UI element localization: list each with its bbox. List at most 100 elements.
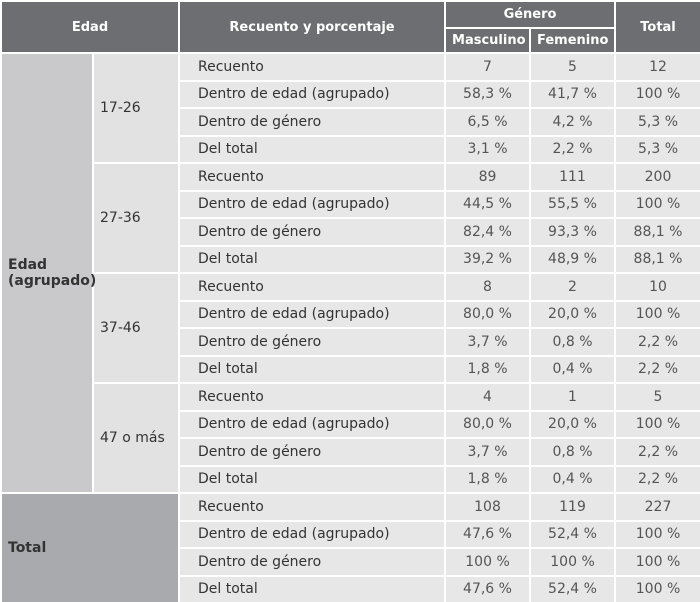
value-cell: 5,3 %: [614, 134, 700, 164]
value-cell: 0,8 %: [529, 437, 617, 467]
row-label: Dentro de edad (agrupado): [178, 189, 447, 219]
value-cell: 100 %: [614, 409, 700, 439]
value-cell: 200: [614, 162, 700, 192]
value-cell: 41,7 %: [529, 79, 617, 109]
value-cell: 58,3 %: [444, 79, 532, 109]
value-cell: 111: [529, 162, 617, 192]
header-cell: Total: [614, 0, 700, 54]
table-row: Dentro de edad (agrupado) 80,0 % 20,0 % 100…: [1, 299, 700, 329]
table-row: 37-46 Recuento 8 2 10: [1, 272, 700, 384]
value-cell: 1,8 %: [444, 354, 532, 384]
table-row: Dentro de edad (agrupado) 58,3 % 41,7 % 100…: [1, 79, 700, 109]
value-cell: 80,0 %: [444, 409, 532, 439]
row-label: Recuento: [178, 382, 447, 412]
table-row: Dentro de edad (agrupado) 47,6 % 52,4 % 100…: [1, 519, 700, 549]
table-row: Dentro de género 6,5 % 4,2 % 5,3 %: [1, 107, 700, 137]
table-row: Del total 47,6 % 52,4 % 100 %: [1, 574, 700, 602]
value-cell: 100 %: [614, 189, 700, 219]
value-cell: 100 %: [614, 574, 700, 602]
table-row: Edad (agrupado) 17-26 Recuento 7 5 12: [0, 52, 700, 494]
table-body: Edad (agrupado) 17-26 Recuento 7 5 12 Dentro d…: [0, 52, 700, 602]
header-cell: Masculino: [444, 27, 532, 54]
value-cell: 5: [614, 382, 700, 412]
value-cell: 88,1 %: [614, 217, 700, 247]
table-row: Dentro de género 100 % 100 % 100 %: [1, 547, 700, 577]
table-row: Total Recuento 108 119 227: [0, 492, 700, 602]
row-label: Dentro de género: [178, 217, 447, 247]
value-cell: 100 %: [614, 299, 700, 329]
row-label: Dentro de género: [178, 437, 447, 467]
value-cell: 2,2 %: [614, 464, 700, 494]
row-label: Recuento: [178, 162, 447, 192]
row-label: Del total: [178, 354, 447, 384]
row-label: Del total: [178, 464, 447, 494]
value-cell: 2: [529, 272, 617, 302]
value-cell: 89: [444, 162, 532, 192]
value-cell: 2,2 %: [529, 134, 617, 164]
header-cell: Recuento y porcentaje: [178, 0, 447, 54]
value-cell: 8: [444, 272, 532, 302]
value-cell: 227: [614, 492, 700, 522]
value-cell: 47,6 %: [444, 519, 532, 549]
value-cell: 4,2 %: [529, 107, 617, 137]
row-label: Del total: [178, 134, 447, 164]
row-label: Dentro de edad (agrupado): [178, 409, 447, 439]
header-cell: Femenino: [529, 27, 617, 54]
table-row: Dentro de edad (agrupado) 80,0 % 20,0 % 100…: [1, 409, 700, 439]
value-cell: 52,4 %: [529, 574, 617, 602]
value-cell: 3,7 %: [444, 327, 532, 357]
table-row: Dentro de edad (agrupado) 44,5 % 55,5 % 100…: [1, 189, 700, 219]
group-label: 37-46: [91, 272, 181, 384]
value-cell: 20,0 %: [529, 409, 617, 439]
value-cell: 88,1 %: [614, 244, 700, 274]
value-cell: 100 %: [614, 547, 700, 577]
table-row: 27-36 Recuento 89 111 200: [1, 162, 700, 274]
value-cell: 2,2 %: [614, 437, 700, 467]
value-cell: 80,0 %: [444, 299, 532, 329]
value-cell: 1,8 %: [444, 464, 532, 494]
value-cell: 10: [614, 272, 700, 302]
value-cell: 0,4 %: [529, 354, 617, 384]
value-cell: 2,2 %: [614, 327, 700, 357]
value-cell: 55,5 %: [529, 189, 617, 219]
value-cell: 0,8 %: [529, 327, 617, 357]
total-label: Total: [0, 492, 181, 602]
section-label: Edad (agrupado): [0, 52, 96, 494]
value-cell: 52,4 %: [529, 519, 617, 549]
row-label: Recuento: [178, 492, 447, 522]
value-cell: 100 %: [614, 79, 700, 109]
value-cell: 5: [529, 52, 617, 82]
value-cell: 48,9 %: [529, 244, 617, 274]
value-cell: 100 %: [614, 519, 700, 549]
value-cell: 39,2 %: [444, 244, 532, 274]
group-label: 17-26: [91, 52, 181, 164]
value-cell: 108: [444, 492, 532, 522]
row-label: Dentro de género: [178, 107, 447, 137]
value-cell: 82,4 %: [444, 217, 532, 247]
group-label: 47 o más: [91, 382, 181, 494]
table-row: Del total 1,8 % 0,4 % 2,2 %: [1, 464, 700, 494]
group-label: 27-36: [91, 162, 181, 274]
table-row: Del total 1,8 % 0,4 % 2,2 %: [1, 354, 700, 384]
value-cell: 7: [444, 52, 532, 82]
value-cell: 3,7 %: [444, 437, 532, 467]
value-cell: 0,4 %: [529, 464, 617, 494]
value-cell: 100 %: [529, 547, 617, 577]
value-cell: 5,3 %: [614, 107, 700, 137]
value-cell: 4: [444, 382, 532, 412]
value-cell: 6,5 %: [444, 107, 532, 137]
row-label: Dentro de género: [178, 327, 447, 357]
row-label: Recuento: [178, 272, 447, 302]
table-row: Dentro de género 3,7 % 0,8 % 2,2 %: [1, 327, 700, 357]
row-label: Dentro de edad (agrupado): [178, 519, 447, 549]
header-cell: Edad: [0, 0, 181, 54]
value-cell: 2,2 %: [614, 354, 700, 384]
value-cell: 47,6 %: [444, 574, 532, 602]
value-cell: 3,1 %: [444, 134, 532, 164]
row-label: Dentro de género: [178, 547, 447, 577]
table-row: Del total 3,1 % 2,2 % 5,3 %: [1, 134, 700, 164]
value-cell: 44,5 %: [444, 189, 532, 219]
table-row: 47 o más Recuento 4 1 5: [1, 382, 700, 494]
